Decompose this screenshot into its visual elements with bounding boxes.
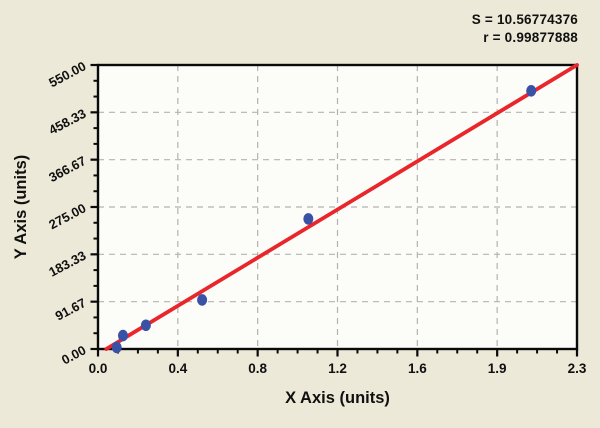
- y-tick-label: 91.67: [53, 295, 89, 324]
- x-axis-title: X Axis (units): [285, 389, 390, 407]
- data-point: [197, 294, 208, 306]
- x-tick-label: 0.8: [248, 361, 267, 376]
- data-point: [111, 341, 122, 354]
- x-tick-label: 2.3: [568, 361, 587, 376]
- regression-line: [104, 63, 579, 351]
- y-tick-label: 550.00: [46, 58, 88, 90]
- data-point: [526, 85, 537, 97]
- x-tick-label: 0.4: [168, 361, 187, 376]
- regression-stats: S = 10.56774376 r = 0.99877888: [472, 11, 578, 47]
- y-axis-title: Y Axis (units): [12, 154, 30, 260]
- data-point: [117, 329, 128, 342]
- data-point: [303, 213, 314, 225]
- x-tick-label: 1.6: [408, 361, 427, 376]
- y-tick-label: 275.00: [46, 200, 88, 232]
- x-tick-label: 0.0: [89, 361, 108, 376]
- stat-slope: S = 10.56774376: [471, 12, 578, 27]
- stat-correlation: r = 0.99877888: [483, 30, 578, 45]
- y-tick-label: 366.67: [46, 153, 88, 185]
- y-tick-label: 0.00: [59, 342, 88, 367]
- y-tick-label: 183.33: [46, 248, 88, 280]
- data-point: [140, 319, 151, 332]
- y-tick-label: 458.33: [46, 106, 88, 138]
- x-tick-label: 1.2: [328, 361, 347, 376]
- x-tick-label: 1.9: [488, 361, 507, 376]
